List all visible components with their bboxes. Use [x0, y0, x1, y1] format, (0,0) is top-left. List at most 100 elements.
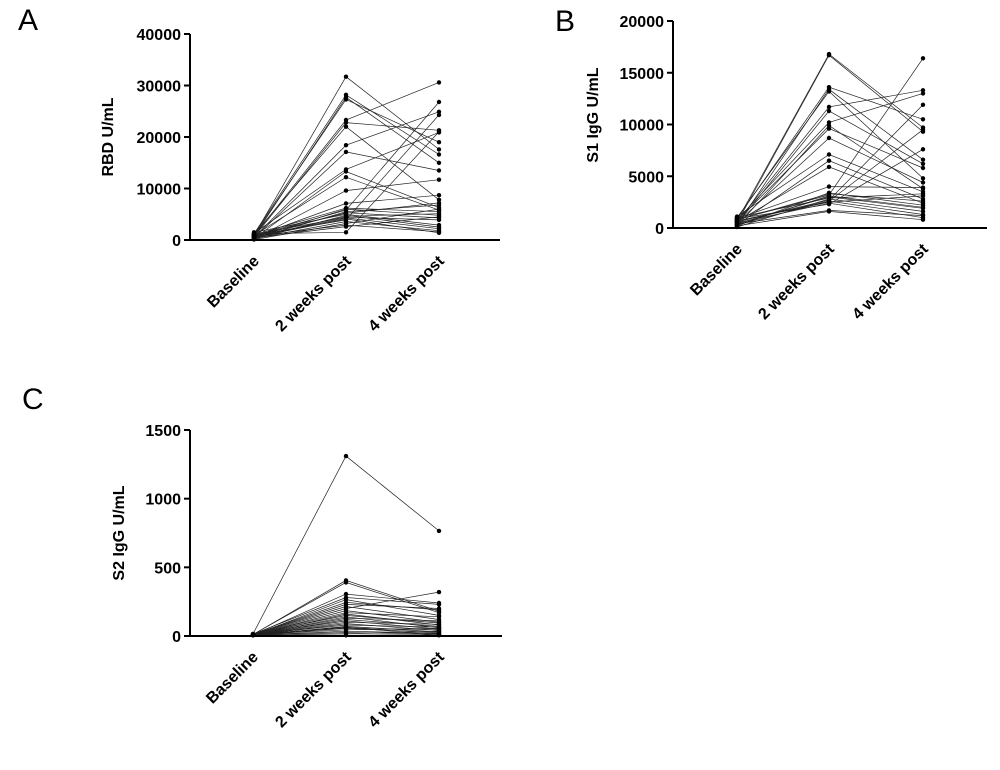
x-tick-label: 2 weeks post — [755, 240, 838, 323]
panel-b: B S1 IgG U/mL 0 5000 10000 15000 20000 Baseli… — [555, 5, 987, 323]
data-point — [826, 198, 832, 204]
data-point — [734, 219, 740, 224]
x-tick-label: Baseline — [687, 241, 746, 300]
data-point — [826, 120, 832, 125]
data-point — [343, 97, 349, 102]
series-line — [736, 128, 924, 222]
data-point — [436, 129, 442, 134]
data-point — [826, 158, 832, 163]
data-point — [436, 607, 442, 613]
data-point — [343, 169, 349, 174]
panel-a: A RBD U/mL 0 10000 20000 30000 40000 Baseline… — [18, 4, 500, 335]
data-point — [920, 157, 926, 162]
y-tick-label: 40000 — [137, 27, 182, 44]
data-point — [826, 152, 832, 157]
y-axis-title: S1 IgG U/mL — [585, 67, 602, 162]
x-tick-label: Baseline — [203, 649, 262, 708]
data-point — [436, 112, 442, 118]
data-point — [343, 175, 349, 180]
data-point — [343, 600, 349, 605]
data-point — [343, 201, 349, 206]
data-point — [343, 453, 349, 459]
data-point — [920, 102, 926, 108]
data-point — [826, 202, 832, 207]
panel-letter: C — [22, 383, 44, 416]
y-tick-label: 30000 — [137, 79, 182, 96]
data-point — [343, 224, 349, 229]
panel-letter: B — [555, 5, 575, 38]
data-point — [436, 80, 442, 85]
y-tick-label: 10000 — [137, 182, 182, 199]
data-point — [436, 193, 442, 198]
y-tick-label: 1000 — [145, 492, 181, 509]
series-points — [251, 74, 442, 242]
y-tick-label: 500 — [154, 560, 181, 577]
data-point — [343, 120, 349, 125]
data-point — [920, 88, 926, 93]
data-point — [734, 222, 740, 228]
data-point — [343, 591, 349, 597]
data-point — [826, 164, 832, 170]
data-point — [436, 147, 442, 152]
x-tick-label: 4 weeks post — [849, 240, 932, 323]
y-tick-label: 20000 — [620, 14, 665, 31]
data-point — [826, 123, 832, 128]
data-point — [826, 104, 832, 110]
data-point — [920, 205, 926, 210]
data-point — [436, 197, 442, 202]
x-tick-label: 2 weeks post — [272, 648, 355, 731]
y-axis-title: S2 IgG U/mL — [111, 485, 128, 580]
data-point — [436, 206, 442, 212]
data-point — [251, 235, 257, 240]
data-point — [920, 213, 926, 218]
data-point — [436, 214, 442, 219]
data-point — [920, 117, 926, 122]
data-point — [920, 91, 926, 96]
axes: 0 10000 20000 30000 40000 Baseline 2 weeks pos… — [137, 27, 500, 335]
data-point — [436, 618, 442, 624]
data-point — [826, 193, 832, 199]
data-point — [920, 56, 926, 61]
data-point — [826, 89, 832, 94]
data-point — [436, 217, 442, 223]
data-point — [436, 168, 442, 173]
data-point — [826, 53, 832, 58]
panel-c: C S2 IgG U/mL 0 500 1000 1500 Baseline 2 week… — [22, 383, 502, 731]
data-point — [436, 140, 442, 145]
data-point — [343, 216, 349, 222]
data-point — [436, 109, 442, 115]
y-tick-label: 10000 — [620, 118, 665, 135]
data-point — [920, 165, 926, 171]
data-point — [826, 208, 832, 213]
data-point — [826, 126, 832, 131]
data-point — [920, 193, 926, 199]
y-tick-label: 0 — [172, 629, 181, 646]
data-point — [436, 602, 442, 607]
data-point — [436, 200, 442, 206]
data-point — [826, 184, 832, 189]
data-point — [436, 614, 442, 619]
data-point — [343, 211, 349, 216]
data-point — [920, 217, 926, 222]
data-point — [920, 180, 926, 185]
data-point — [436, 230, 442, 235]
data-point — [343, 74, 349, 79]
data-point — [920, 147, 926, 152]
y-tick-label: 0 — [655, 221, 664, 238]
data-point — [920, 127, 926, 132]
data-point — [436, 589, 442, 595]
y-tick-label: 5000 — [628, 169, 664, 186]
data-point — [436, 152, 442, 157]
data-point — [436, 211, 442, 216]
axes: 0 5000 10000 15000 20000 Baseline 2 weeks post… — [620, 14, 987, 323]
y-tick-label: 20000 — [137, 130, 182, 147]
y-tick-label: 0 — [172, 233, 181, 250]
data-point — [826, 135, 832, 141]
data-point — [343, 230, 349, 235]
axes: 0 500 1000 1500 Baseline 2 weeks post 4 weeks … — [145, 423, 502, 731]
data-point — [436, 99, 442, 105]
series-points — [250, 453, 442, 638]
x-tick-label: 4 weeks post — [365, 252, 448, 335]
data-point — [343, 580, 349, 585]
